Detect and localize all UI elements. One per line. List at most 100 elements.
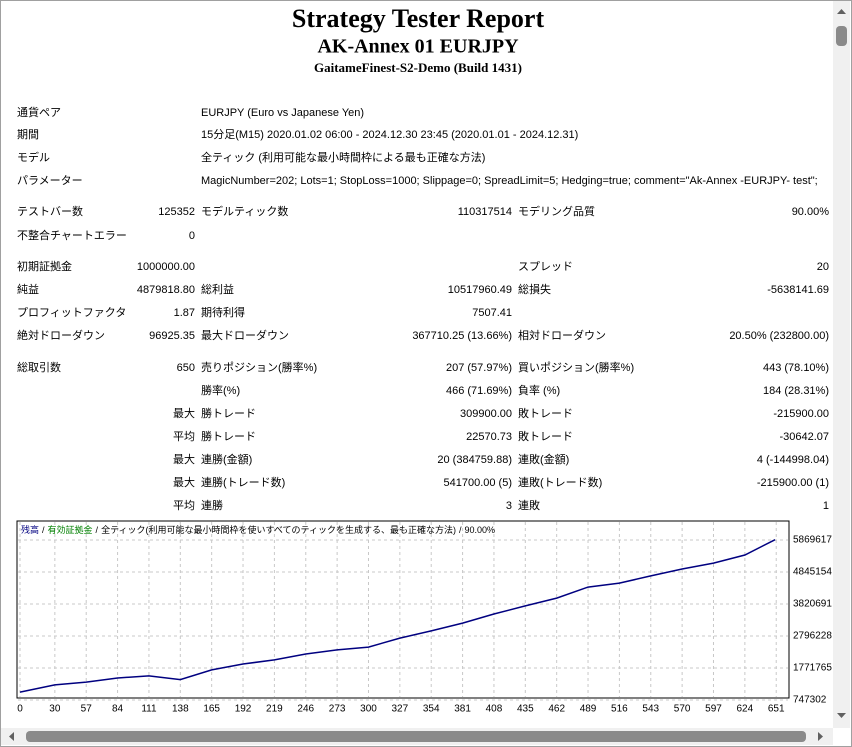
x-tick-label: 30 xyxy=(49,704,61,715)
stat-value: 平均 xyxy=(173,430,195,443)
x-tick-label: 597 xyxy=(705,704,722,715)
x-tick-label: 111 xyxy=(141,704,157,715)
legend-separator: / xyxy=(459,525,462,535)
stat-value: 96925.35 xyxy=(149,330,195,342)
stat-value: 125352 xyxy=(158,206,195,218)
vertical-scrollbar[interactable] xyxy=(833,1,850,728)
x-tick-label: 219 xyxy=(266,704,283,715)
stat-value: 650 xyxy=(177,362,195,374)
x-tick-label: 381 xyxy=(454,704,471,715)
stat-label: 最大ドローダウン xyxy=(201,328,289,342)
stat-value: 平均 xyxy=(173,499,195,512)
stat-value: -5638141.69 xyxy=(767,284,829,296)
stat-value: 7507.41 xyxy=(472,307,512,319)
balance-line xyxy=(19,539,776,693)
y-tick-label: 747302 xyxy=(793,695,827,706)
legend-separator: / xyxy=(42,525,45,535)
stat-label: 絶対ドローダウン xyxy=(17,328,105,342)
stat-value: 541700.00 (5) xyxy=(444,477,513,489)
stat-value: 最大 xyxy=(173,406,195,420)
stat-label: 純益 xyxy=(17,282,39,296)
x-tick-label: 327 xyxy=(392,704,409,715)
stat-value: 207 (57.97%) xyxy=(446,362,512,374)
field-label: パラメーター xyxy=(17,174,83,187)
stat-value: 4 (-144998.04) xyxy=(757,454,829,466)
stat-value: 20.50% (232800.00) xyxy=(729,330,829,342)
stat-label: 連勝 xyxy=(201,498,223,512)
stat-label: 連敗(トレード数) xyxy=(518,475,602,489)
legend-separator: / xyxy=(96,525,99,535)
stat-value: 309900.00 xyxy=(460,408,512,420)
x-tick-label: 300 xyxy=(360,704,377,715)
stat-value: -215900.00 (1) xyxy=(757,477,829,489)
stat-label: 連敗 xyxy=(518,498,540,512)
stat-label: 総損失 xyxy=(518,282,551,296)
y-tick-label: 3820691 xyxy=(793,599,832,610)
x-tick-label: 0 xyxy=(17,704,23,715)
x-tick-label: 57 xyxy=(81,704,93,715)
stat-label: 相対ドローダウン xyxy=(518,328,606,342)
x-tick-label: 246 xyxy=(297,704,314,715)
stat-label: 総取引数 xyxy=(17,360,61,374)
x-tick-label: 408 xyxy=(486,704,503,715)
field-label: 通貨ペア xyxy=(17,105,61,119)
stat-value: 20 xyxy=(817,261,829,273)
stat-label: 総利益 xyxy=(201,282,234,296)
stat-value: 1.87 xyxy=(174,307,195,319)
chart-frame xyxy=(16,520,790,699)
stat-value: 184 (28.31%) xyxy=(763,385,829,397)
legend-entry: 90.00% xyxy=(465,525,496,535)
horizontal-scrollbar[interactable] xyxy=(1,728,833,745)
stat-label: 買いポジション(勝率%) xyxy=(518,360,634,374)
scroll-left[interactable] xyxy=(9,732,14,741)
scroll-track xyxy=(833,1,850,728)
stat-value: 最大 xyxy=(173,452,195,466)
stat-label: 連勝(金額) xyxy=(201,452,252,466)
stat-label: 勝トレード xyxy=(201,406,256,420)
field-value: EURJPY (Euro vs Japanese Yen) xyxy=(201,107,364,119)
x-tick-label: 516 xyxy=(611,704,628,715)
x-tick-label: 489 xyxy=(580,704,597,715)
server-name: GaitameFinest-S2-Demo (Build 1431) xyxy=(314,60,522,75)
x-tick-label: 273 xyxy=(329,704,346,715)
x-tick-label: 651 xyxy=(768,704,785,715)
stat-value: 0 xyxy=(189,230,195,242)
stat-label: 勝率(%) xyxy=(201,383,240,397)
scroll-right[interactable] xyxy=(818,732,823,741)
legend-entry: 全ティック(利用可能な最小時間枠を使いすべてのティックを生成する、最も正確な方法… xyxy=(101,524,456,535)
field-label: 期間 xyxy=(17,128,39,141)
field-label: モデル xyxy=(17,150,50,164)
stat-label: 不整合チャートエラー xyxy=(17,228,127,242)
x-tick-label: 192 xyxy=(235,704,252,715)
report-title: Strategy Tester Report xyxy=(292,4,545,33)
stat-value: 1 xyxy=(823,500,829,512)
stat-value: -30642.07 xyxy=(779,431,829,443)
stat-label: モデルティック数 xyxy=(201,204,288,218)
y-tick-label: 4845154 xyxy=(793,567,832,578)
scroll-thumb[interactable] xyxy=(836,26,847,46)
legend-entry: 残高 xyxy=(21,524,39,535)
stat-label: 勝トレード xyxy=(201,429,256,443)
stat-label: スプレッド xyxy=(518,260,573,273)
x-tick-label: 462 xyxy=(548,704,565,715)
y-tick-label: 2796228 xyxy=(793,631,832,642)
stat-value: 1000000.00 xyxy=(137,261,195,273)
field-value: MagicNumber=202; Lots=1; StopLoss=1000; … xyxy=(201,175,818,187)
stat-value: 4879818.80 xyxy=(137,284,195,296)
stat-label: 期待利得 xyxy=(201,305,245,319)
stat-value: 367710.25 (13.66%) xyxy=(412,330,512,342)
x-tick-label: 354 xyxy=(423,704,440,715)
scroll-down[interactable] xyxy=(837,713,846,718)
stat-value: 最大 xyxy=(173,475,195,489)
stat-value: 10517960.49 xyxy=(448,284,512,296)
stat-label: プロフィットファクタ xyxy=(17,306,126,319)
stat-label: 連敗(金額) xyxy=(518,452,569,466)
scroll-up[interactable] xyxy=(837,9,846,14)
stat-value: -215900.00 xyxy=(773,408,829,420)
scroll-thumb[interactable] xyxy=(26,731,806,742)
y-tick-label: 1771765 xyxy=(793,663,832,674)
x-tick-label: 165 xyxy=(203,704,220,715)
y-tick-label: 5869617 xyxy=(793,535,832,546)
stat-value: 443 (78.10%) xyxy=(763,362,829,374)
